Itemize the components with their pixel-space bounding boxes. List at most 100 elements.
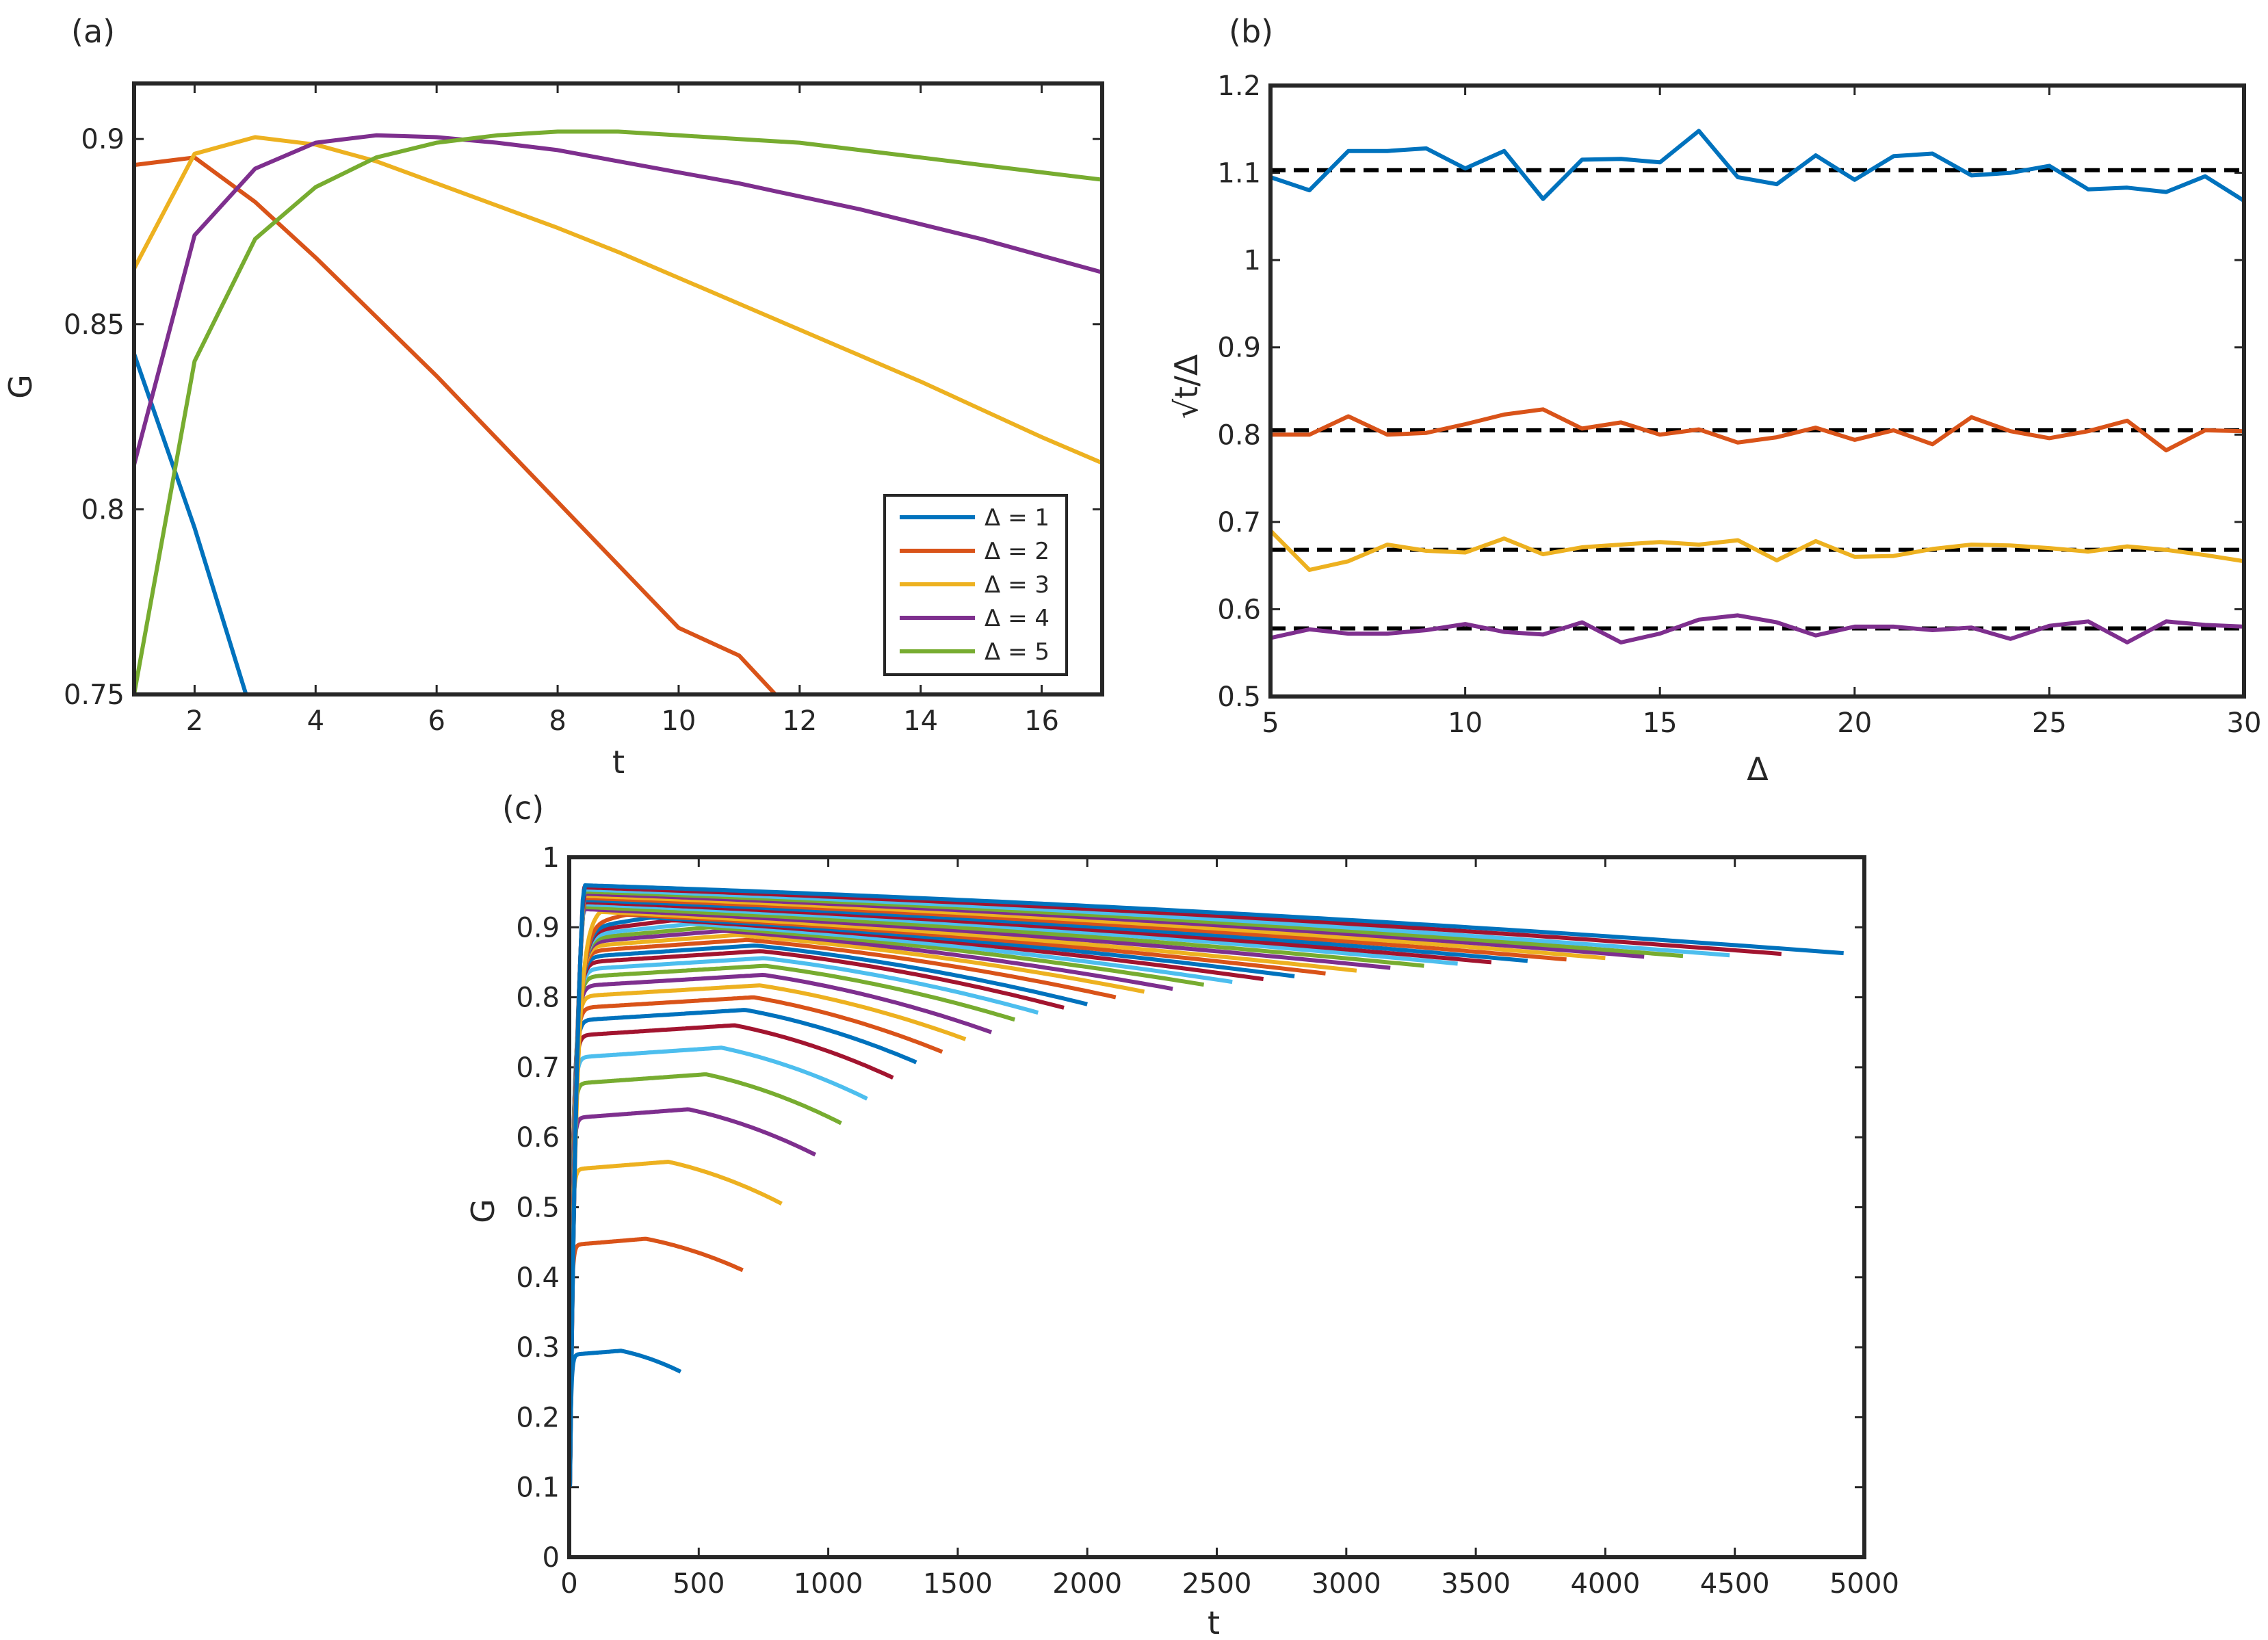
panel-b-xtick-label: 5 — [1262, 707, 1279, 739]
panel-c-xtick-label: 5000 — [1829, 1568, 1899, 1600]
panel-a-xtick-label: 14 — [903, 705, 938, 737]
panel-c-series-line-1 — [569, 1349, 682, 1466]
panel-c-xtick-label: 4000 — [1571, 1568, 1641, 1600]
panel-b-lines — [1270, 129, 2244, 645]
panel-c-ytick-label: 0.1 — [516, 1472, 560, 1504]
panel-b-xtick-label: 25 — [2032, 707, 2067, 739]
panel-a-ytick-label: 0.85 — [64, 309, 125, 341]
panel-c-plot-area: 0 500 1000 1500 2000 2500 3000 3500 4000 4500 5000… — [516, 842, 1899, 1600]
panel-a-legend: Δ = 1 Δ = 2 Δ = 3 Δ = 4 Δ = 5 — [883, 494, 1068, 676]
panel-c-series-line-17 — [569, 933, 1145, 1463]
panel-c-ytick-label: 0.5 — [516, 1193, 560, 1224]
panel-c-series-line-34 — [569, 887, 1730, 1485]
panel-c-series-line-19 — [569, 925, 1205, 1469]
panel-c-xtick-label: 3500 — [1441, 1568, 1511, 1600]
panel-a-ytick-label: 0.9 — [81, 124, 125, 155]
panel-c-series-line-12 — [569, 963, 1016, 1444]
panel-c-ytick-label: 0.3 — [516, 1332, 560, 1364]
panel-b-ytick-label: 1.1 — [1217, 158, 1261, 190]
panel-c-series-line-28 — [569, 900, 1492, 1479]
panel-b-ylabel: √t/Δ — [1168, 354, 1205, 419]
legend-label-2: Δ = 2 — [985, 538, 1050, 565]
panel-b-series-line-1 — [1270, 129, 2244, 203]
panel-c-ytick-label: 1 — [543, 842, 560, 874]
panel-c-series-line-27 — [569, 902, 1458, 1478]
panel-b-xlabel: Δ — [1747, 751, 1769, 788]
panel-a-xtick-label: 12 — [782, 705, 817, 737]
panel-c-ytick-label: 0.8 — [516, 982, 560, 1014]
panel-a-xtick-label: 6 — [428, 705, 445, 737]
panel-c-series-line-35 — [569, 885, 1782, 1486]
panel-c-series-line-29 — [569, 898, 1528, 1481]
panel-a-ytick-label: 0.8 — [81, 494, 125, 525]
panel-c-series-line-10 — [569, 983, 967, 1435]
panel-b-ytick-label: 0.9 — [1217, 333, 1261, 364]
panel-c-xtick-label: 2000 — [1052, 1568, 1122, 1600]
panel-b-ytick-label: 0.7 — [1217, 507, 1261, 538]
panel-a-frame — [132, 81, 1104, 697]
panel-c-ytick-label: 0.7 — [516, 1052, 560, 1084]
panel-c-xlabel: t — [1208, 1604, 1220, 1640]
legend-label-4: Δ = 4 — [985, 605, 1050, 632]
panel-a-lines — [134, 129, 1102, 694]
panel-c-series-line-31 — [569, 894, 1606, 1483]
panel-c-series-line-15 — [569, 943, 1088, 1456]
panel-b-xtick-label: 20 — [1837, 707, 1872, 739]
panel-c-xtick-label: 1500 — [923, 1568, 993, 1600]
panel-c-xtick-label: 1000 — [794, 1568, 863, 1600]
panel-a-series-line-4 — [134, 133, 1102, 466]
panel-c-series-line-22 — [569, 915, 1295, 1477]
panel-c-series-line-14 — [569, 949, 1065, 1453]
panel-c-series-line-18 — [569, 928, 1173, 1466]
panel-c-series-line-20 — [569, 922, 1233, 1472]
panel-b-ytick-label: 0.5 — [1217, 681, 1261, 713]
panel-b-series-line-2 — [1270, 407, 2244, 453]
panel-a-xtick-label: 2 — [186, 705, 203, 737]
panel-b-series-line-3 — [1270, 529, 2244, 572]
panel-c-ylabel: G — [465, 1199, 501, 1223]
panel-a-plot-area: 2 4 6 8 10 12 14 16 0.75 0.8 0.85 0.9 — [64, 81, 1104, 737]
panel-c-xtick-label: 0 — [560, 1568, 577, 1600]
panel-b: (b) 5 10 15 20 25 300.50.60.70.80.911.11.2 Δ … — [1168, 13, 2261, 788]
panel-c-series-line-23 — [569, 912, 1326, 1479]
legend-label-1: Δ = 1 — [985, 504, 1050, 532]
panel-a-series-line-2 — [134, 155, 777, 694]
panel-c-series-line-25 — [569, 907, 1391, 1475]
panel-c: (c) 0 500 1000 1500 2000 2500 3000 3500 4000 4500… — [465, 790, 1899, 1640]
panel-c-xtick-label: 3000 — [1312, 1568, 1381, 1600]
panel-a-series-line-3 — [134, 135, 1102, 465]
panel-a-xtick-label: 10 — [661, 705, 696, 737]
panel-b-series-line-4 — [1270, 613, 2244, 645]
panel-b-ytick-label: 0.8 — [1217, 419, 1261, 451]
panel-b-label: (b) — [1229, 13, 1273, 50]
panel-c-label: (c) — [502, 790, 544, 826]
panel-b-ytick-label: 1.2 — [1217, 70, 1261, 102]
panel-a-ylabel: G — [2, 374, 39, 399]
panel-c-series-line-9 — [569, 995, 943, 1431]
panel-b-xtick-label: 15 — [1643, 707, 1678, 739]
panel-a-label: (a) — [71, 13, 115, 50]
legend-label-3: Δ = 3 — [985, 571, 1050, 599]
panel-c-xtick-label: 4500 — [1700, 1568, 1770, 1600]
panel-c-ytick-label: 0.4 — [516, 1262, 560, 1294]
panel-c-series-line-6 — [569, 1045, 868, 1416]
panel-c-series-line-4 — [569, 1107, 817, 1411]
panel-c-lines — [569, 883, 1844, 1487]
panel-c-frame — [567, 855, 1866, 1559]
panel-a-xtick-label: 4 — [307, 705, 324, 737]
panel-c-series-line-5 — [569, 1072, 842, 1413]
legend-label-5: Δ = 5 — [985, 638, 1050, 666]
panel-c-xtick-label: 500 — [673, 1568, 725, 1600]
panel-c-series-line-13 — [569, 956, 1039, 1448]
panel-b-frame — [1268, 83, 2246, 699]
panel-c-series-line-7 — [569, 1023, 894, 1420]
panel-b-xtick-label: 10 — [1448, 707, 1483, 739]
panel-c-series-line-11 — [569, 973, 993, 1440]
panel-c-xtick-label: 2500 — [1182, 1568, 1252, 1600]
panel-c-ytick-label: 0.6 — [516, 1122, 560, 1154]
panel-c-series-line-36 — [569, 883, 1844, 1487]
panel-b-xtick-label: 30 — [2227, 707, 2262, 739]
panel-c-series-line-16 — [569, 937, 1117, 1459]
panel-c-series-line-32 — [569, 891, 1645, 1483]
panel-c-series-line-3 — [569, 1160, 783, 1416]
